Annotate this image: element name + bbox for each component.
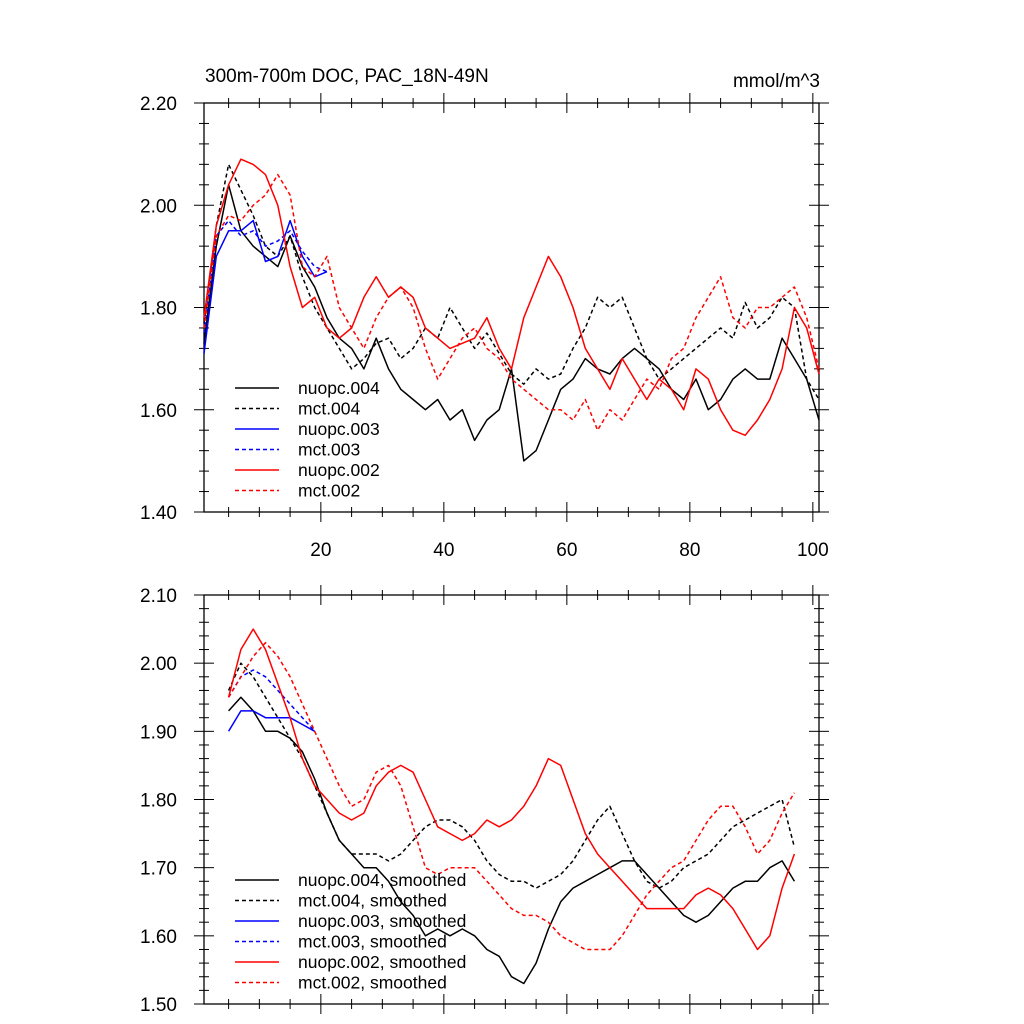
series-line-mct-004-smoothed bbox=[227, 662, 796, 889]
x-tick-label: 60 bbox=[556, 540, 577, 561]
bottom-series-lines bbox=[227, 628, 796, 985]
top-plot-frame bbox=[203, 102, 820, 513]
y-tick-label: 1.70 bbox=[140, 859, 177, 880]
legend-label: nuopc.002, smoothed bbox=[298, 952, 466, 972]
x-tick-label: 40 bbox=[433, 540, 454, 561]
y-tick-label: 2.20 bbox=[140, 94, 177, 115]
y-tick-label: 1.40 bbox=[140, 503, 177, 524]
series-line-mct-002-smoothed bbox=[227, 641, 796, 951]
legend-label: nuopc.003, smoothed bbox=[298, 911, 466, 931]
x-tick-label: 20 bbox=[310, 540, 331, 561]
series-line-nuopc-003-smoothed bbox=[227, 710, 316, 732]
legend-label: mct.002, smoothed bbox=[298, 973, 447, 993]
series-line-nuopc-003 bbox=[203, 219, 328, 354]
top-series-lines bbox=[203, 158, 820, 462]
y-tick-label: 2.10 bbox=[140, 586, 177, 607]
y-tick-label: 1.80 bbox=[140, 791, 177, 812]
bottom-axis-ticks: 1.50 1.60 1.70 1.80 1.90 2.00 2.10 bbox=[140, 585, 829, 1016]
series-line-mct-003 bbox=[203, 219, 328, 334]
y-tick-label: 2.00 bbox=[140, 654, 177, 675]
series-line-mct-004 bbox=[203, 163, 820, 400]
series-line-nuopc-002-smoothed bbox=[227, 628, 796, 951]
y-tick-label: 1.50 bbox=[140, 995, 177, 1016]
top-axis-ticks: 20 40 60 80 100 1.40 1.60 1.80 2.00 2.20 bbox=[140, 93, 829, 561]
legend-label: mct.003, smoothed bbox=[298, 932, 447, 952]
series-line-nuopc-004-smoothed bbox=[228, 696, 796, 985]
series-line-mct-002 bbox=[203, 173, 820, 431]
legend-label: nuopc.002 bbox=[298, 460, 380, 480]
y-tick-label: 2.00 bbox=[140, 196, 177, 217]
legend-label: nuopc.004, smoothed bbox=[298, 870, 466, 890]
legend-label: mct.002 bbox=[298, 481, 360, 501]
legend-label: nuopc.003 bbox=[298, 419, 380, 439]
y-tick-label: 1.80 bbox=[140, 299, 177, 320]
x-tick-label: 80 bbox=[679, 540, 700, 561]
top-legend: nuopc.004mct.004nuopc.003mct.003nuopc.00… bbox=[235, 378, 380, 501]
series-line-mct-003-smoothed bbox=[227, 669, 316, 732]
series-line-nuopc-002 bbox=[203, 158, 820, 437]
chart-title: 300m-700m DOC, PAC_18N-49N bbox=[205, 66, 489, 87]
y-tick-label: 1.90 bbox=[140, 722, 177, 743]
y-tick-label: 1.60 bbox=[140, 401, 177, 422]
legend-label: mct.004, smoothed bbox=[298, 891, 447, 911]
y-tick-label: 1.60 bbox=[140, 927, 177, 948]
bottom-plot-frame bbox=[203, 594, 820, 1005]
legend-label: mct.003 bbox=[298, 440, 360, 460]
legend-label: mct.004 bbox=[298, 399, 361, 419]
units-label: mmol/m^3 bbox=[733, 71, 820, 92]
legend-label: nuopc.004 bbox=[298, 378, 380, 398]
x-tick-label: 100 bbox=[797, 540, 829, 561]
top-chart-panel: 300m-700m DOC, PAC_18N-49N mmol/m^3 20 40… bbox=[140, 66, 829, 561]
bottom-chart-panel: 1.50 1.60 1.70 1.80 1.90 2.00 2.10 nuopc.004, … bbox=[140, 585, 829, 1016]
